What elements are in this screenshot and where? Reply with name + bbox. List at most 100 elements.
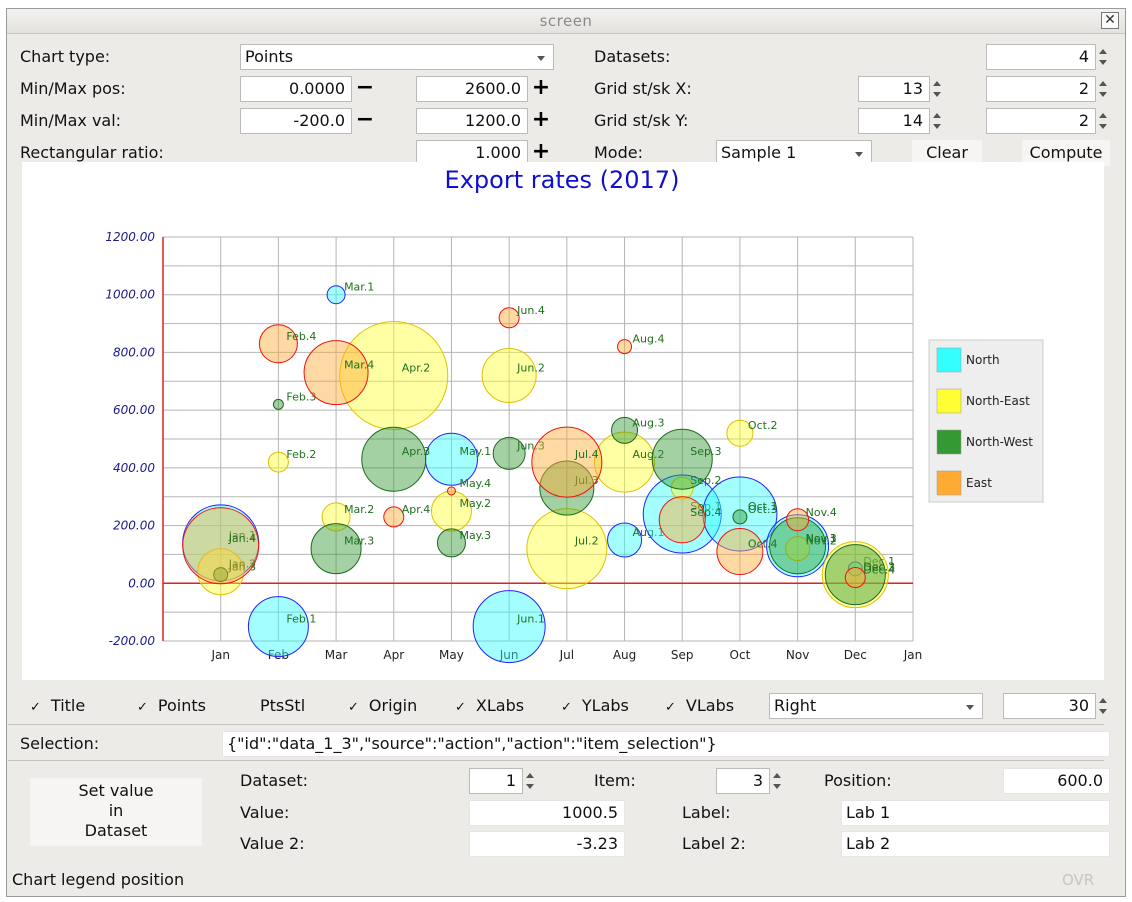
chart-type-select[interactable]: Points [240, 44, 554, 70]
label-label: Label: [682, 803, 731, 822]
legend-size-input[interactable]: 30 [1003, 693, 1096, 719]
grid-x-step-spinner[interactable] [930, 76, 943, 102]
data-point [321, 502, 351, 532]
data-label: Jul.4 [574, 448, 599, 461]
max-val-input[interactable]: 1200.0 [416, 108, 528, 134]
chevron-down-icon [537, 56, 545, 61]
data-point [769, 517, 827, 575]
dataset-spinner[interactable] [523, 768, 536, 794]
legend-label: North [966, 353, 1000, 367]
data-point [472, 590, 546, 664]
chart-area[interactable]: Export rates (2017) 1200.00 1000.00 800.00 6… [22, 162, 1104, 680]
position-input[interactable]: 600.0 [1003, 768, 1110, 794]
vlabs-toggle[interactable]: ✓ VLabs [665, 696, 735, 715]
data-label: Aug.4 [633, 333, 665, 346]
close-icon[interactable]: ✕ [1101, 12, 1119, 29]
minus-icon[interactable]: − [355, 75, 375, 100]
grid-y-step-input[interactable]: 14 [858, 108, 930, 134]
grid-x-step-input[interactable]: 13 [858, 76, 930, 102]
value2-input[interactable]: -3.23 [469, 831, 625, 857]
grid-y-step-spinner[interactable] [930, 108, 943, 134]
data-label: May.1 [459, 445, 491, 458]
data-point [247, 596, 309, 658]
grid-y-skip-spinner[interactable] [1096, 108, 1109, 134]
data-label: Nov.2 [806, 535, 837, 548]
grid-x-skip-input[interactable]: 2 [986, 76, 1096, 102]
item-label: Item: [594, 771, 636, 790]
clear-button[interactable]: Clear [912, 140, 982, 166]
chart-type-label: Chart type: [20, 47, 111, 66]
value2-label: Value 2: [240, 834, 305, 853]
data-label: Sep.3 [690, 445, 721, 458]
data-label: Aug.3 [633, 416, 665, 429]
min-pos-input[interactable]: 0.0000 [240, 76, 352, 102]
plus-icon[interactable]: + [531, 139, 551, 164]
plus-icon[interactable]: + [531, 75, 551, 100]
data-point [766, 514, 830, 578]
data-point [339, 321, 449, 431]
data-point [436, 528, 466, 558]
grid-x-skip-spinner[interactable] [1096, 76, 1109, 102]
plus-icon[interactable]: + [531, 107, 551, 132]
x-tick-label: Mar [325, 648, 348, 662]
data-label: Mar.1 [344, 281, 374, 294]
origin-toggle[interactable]: ✓ Origin [348, 696, 418, 715]
y-tick-label: 1200.00 [105, 230, 155, 244]
item-input[interactable]: 3 [716, 768, 770, 794]
chart-title: Export rates (2017) [445, 166, 680, 194]
data-point [785, 536, 811, 562]
ylabs-toggle[interactable]: ✓ YLabs [561, 696, 629, 715]
data-point [531, 426, 603, 498]
data-point [651, 428, 713, 490]
label2-label: Label 2: [682, 834, 746, 853]
ptsstl-toggle[interactable]: PtsStl [260, 696, 306, 715]
data-label: Jan.1 [228, 529, 256, 542]
title-bar: screen ✕ [7, 9, 1125, 34]
legend-position-select[interactable]: Right [769, 693, 983, 719]
y-tick-label: 800.00 [113, 345, 155, 359]
legend-label: East [966, 476, 992, 490]
dataset-input[interactable]: 1 [469, 768, 523, 794]
min-val-input[interactable]: -200.0 [240, 108, 352, 134]
points-toggle[interactable]: ✓ Points [137, 696, 206, 715]
data-point [481, 348, 537, 404]
value-input[interactable]: 1000.5 [469, 800, 625, 826]
minus-icon[interactable]: − [355, 107, 375, 132]
set-value-button[interactable]: Set value in Dataset [30, 778, 202, 846]
legend-size-spinner[interactable] [1096, 693, 1109, 719]
datasets-spinner[interactable] [1096, 44, 1109, 70]
data-point [272, 398, 284, 410]
mode-label: Mode: [594, 143, 643, 162]
mode-select[interactable]: Sample 1 [716, 140, 872, 166]
data-point [383, 506, 405, 528]
data-point [670, 476, 694, 500]
datasets-input[interactable]: 4 [986, 44, 1096, 70]
x-tick-label: Aug [613, 648, 636, 662]
grid-y-skip-input[interactable]: 2 [986, 108, 1096, 134]
x-tick-label: May [439, 648, 464, 662]
x-tick-label: Jul [559, 648, 574, 662]
minmax-val-label: Min/Max val: [20, 111, 122, 130]
compute-button[interactable]: Compute [1022, 140, 1110, 166]
y-tick-label: 600.00 [113, 403, 155, 417]
divider [8, 760, 1104, 761]
data-point [430, 490, 472, 532]
data-label: Nov.1 [806, 532, 837, 545]
xlabs-toggle[interactable]: ✓ XLabs [455, 696, 525, 715]
label-input[interactable]: Lab 1 [841, 800, 1110, 826]
label2-input[interactable]: Lab 2 [841, 831, 1110, 857]
minmax-pos-label: Min/Max pos: [20, 79, 126, 98]
data-point [786, 508, 810, 532]
data-point [526, 508, 608, 590]
data-point [492, 436, 526, 470]
item-spinner[interactable] [770, 768, 783, 794]
y-tick-label: 400.00 [113, 461, 155, 475]
data-label: Apr.2 [402, 362, 431, 375]
data-point [182, 507, 260, 585]
max-pos-input[interactable]: 2600.0 [416, 76, 528, 102]
data-point [642, 474, 722, 554]
data-label: Sep.4 [690, 506, 721, 519]
title-toggle[interactable]: ✓ Title [30, 696, 86, 715]
selection-field[interactable]: {"id":"data_1_3","source":"action","acti… [222, 731, 1110, 757]
data-point [267, 451, 289, 473]
